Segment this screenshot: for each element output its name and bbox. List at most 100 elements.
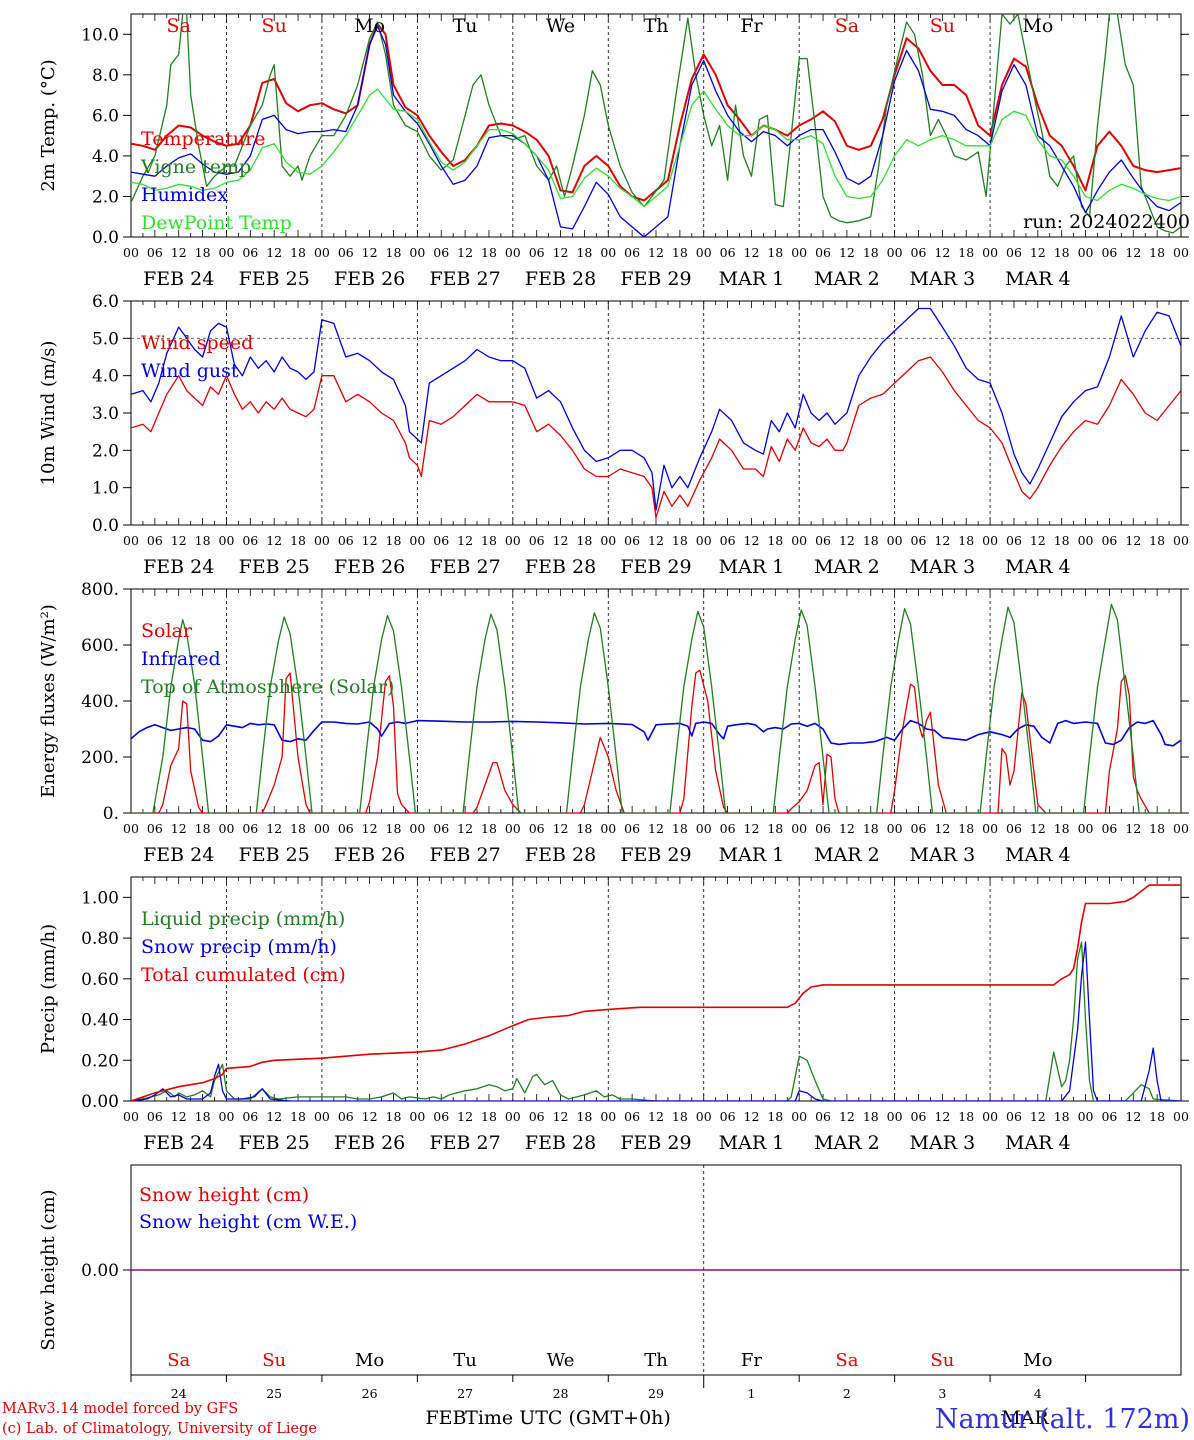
- hour-tick-label: 06: [815, 1109, 831, 1124]
- hour-tick-label: 06: [147, 245, 163, 260]
- day-name: Mo: [355, 1350, 384, 1371]
- hour-tick-label: 18: [958, 821, 974, 836]
- legend-entry: Wind gust: [141, 360, 239, 382]
- date-label: MAR 4: [1005, 268, 1071, 290]
- hour-tick-label: 12: [648, 533, 664, 548]
- hour-tick-label: 06: [911, 245, 927, 260]
- hour-tick-label: 00: [219, 245, 235, 260]
- hour-tick-label: 18: [863, 245, 879, 260]
- date-label: MAR 1: [719, 556, 785, 578]
- day-name: Tu: [453, 15, 478, 37]
- hour-tick-label: 00: [982, 533, 998, 548]
- hour-tick-label: 00: [314, 821, 330, 836]
- hour-tick-label: 12: [362, 533, 378, 548]
- day-number: 25: [266, 1386, 282, 1401]
- hour-tick-label: 00: [219, 533, 235, 548]
- hour-tick-label: 06: [720, 821, 736, 836]
- hour-tick-label: 12: [1125, 245, 1141, 260]
- legend-entry: Vigne temp: [140, 156, 251, 178]
- hour-tick-label: 18: [386, 821, 402, 836]
- y-axis-label: 2m Temp. (°C): [38, 59, 59, 191]
- hour-tick-label: 12: [553, 533, 569, 548]
- date-label: MAR 3: [910, 844, 976, 866]
- hour-tick-label: 00: [887, 245, 903, 260]
- hour-tick-label: 00: [791, 533, 807, 548]
- hour-tick-label: 12: [171, 245, 187, 260]
- hour-tick-label: 00: [409, 533, 425, 548]
- hour-tick-label: 00: [1078, 821, 1094, 836]
- y-axis-label: Snow height (cm): [38, 1189, 59, 1350]
- hour-tick-label: 00: [696, 533, 712, 548]
- day-name: We: [547, 1350, 575, 1371]
- hour-tick-label: 18: [863, 1109, 879, 1124]
- panel-5: 0.00 Snow height (cm) Snow height (cm) Snow…: [38, 1164, 1189, 1429]
- hour-tick-label: 00: [1078, 1109, 1094, 1124]
- hour-tick-label: 06: [1101, 821, 1117, 836]
- y-tick-label: 8.0: [92, 66, 119, 86]
- y-tick-label: 600.: [81, 636, 119, 656]
- day-name: Mo: [354, 15, 385, 37]
- y-tick-label: 0.00: [81, 1261, 119, 1281]
- plot-frame: [130, 300, 1182, 526]
- hour-tick-label: 06: [433, 821, 449, 836]
- hour-tick-label: 06: [911, 821, 927, 836]
- hour-tick-label: 12: [1030, 533, 1046, 548]
- hour-tick-label: 12: [362, 1109, 378, 1124]
- hour-tick-label: 18: [672, 245, 688, 260]
- hour-tick-label: 18: [767, 821, 783, 836]
- hour-tick-label: 00: [219, 1109, 235, 1124]
- hour-tick-label: 00: [314, 533, 330, 548]
- legend-entry: Temperature: [141, 128, 265, 150]
- hour-tick-label: 06: [147, 1109, 163, 1124]
- hour-tick-label: 12: [839, 245, 855, 260]
- hour-tick-label: 06: [338, 533, 354, 548]
- legend-entry: Snow height (cm): [139, 1184, 309, 1206]
- hour-tick-label: 18: [1054, 533, 1070, 548]
- hour-tick-label: 06: [433, 245, 449, 260]
- hour-tick-label: 18: [481, 245, 497, 260]
- date-label: FEB 26: [334, 1132, 405, 1154]
- day-number: 27: [457, 1386, 473, 1401]
- panel-3: 00 06 12 18 00 06 12 18 00 06 12 18 00 06 12 18 00 06 12 18…: [38, 580, 1189, 866]
- month-label: MAR: [1001, 1407, 1049, 1429]
- hour-tick-label: 06: [433, 1109, 449, 1124]
- y-axis-label: 10m Wind (m/s): [38, 341, 59, 486]
- hour-tick-label: 06: [815, 245, 831, 260]
- hour-tick-label: 00: [696, 245, 712, 260]
- model-credit: MARv3.14 model forced by GFS: [2, 1401, 238, 1417]
- hour-tick-label: 00: [791, 821, 807, 836]
- hour-tick-label: 06: [624, 1109, 640, 1124]
- hour-tick-label: 12: [1125, 1109, 1141, 1124]
- hour-tick-label: 00: [600, 533, 616, 548]
- hour-tick-label: 12: [553, 821, 569, 836]
- day-name: Tu: [453, 1350, 477, 1371]
- hour-tick-label: 06: [624, 533, 640, 548]
- y-tick-label: 6.0: [92, 106, 119, 126]
- hour-tick-label: 00: [1078, 533, 1094, 548]
- hour-tick-label: 18: [386, 245, 402, 260]
- hour-tick-label: 12: [457, 1109, 473, 1124]
- hour-tick-label: 18: [576, 533, 592, 548]
- hour-tick-label: 12: [1030, 1109, 1046, 1124]
- hour-tick-label: 06: [529, 1109, 545, 1124]
- panel-2: 00 06 12 18 00 06 12 18 00 06 12 18 00 06 12 18 00 06 12 18…: [38, 292, 1189, 578]
- station-label: Namur (alt. 172m): [935, 1404, 1190, 1435]
- hour-tick-label: 12: [457, 533, 473, 548]
- day-name: Su: [262, 1350, 286, 1371]
- hour-tick-label: 12: [362, 821, 378, 836]
- hour-tick-label: 18: [576, 1109, 592, 1124]
- day-name: Fr: [740, 15, 763, 37]
- date-label: MAR 4: [1005, 556, 1071, 578]
- hour-tick-label: 18: [1149, 533, 1165, 548]
- y-tick-label: 800.: [81, 580, 119, 600]
- hour-tick-label: 00: [409, 821, 425, 836]
- hour-tick-label: 06: [1101, 1109, 1117, 1124]
- date-label: FEB 28: [525, 844, 596, 866]
- series-line-vigne-temp: [131, 14, 1181, 234]
- series-line-temperature: [131, 23, 1181, 202]
- hour-tick-label: 00: [600, 245, 616, 260]
- y-tick-label: 200.: [81, 748, 119, 768]
- date-label: MAR 4: [1005, 844, 1071, 866]
- hour-tick-label: 12: [457, 821, 473, 836]
- hour-tick-label: 00: [409, 245, 425, 260]
